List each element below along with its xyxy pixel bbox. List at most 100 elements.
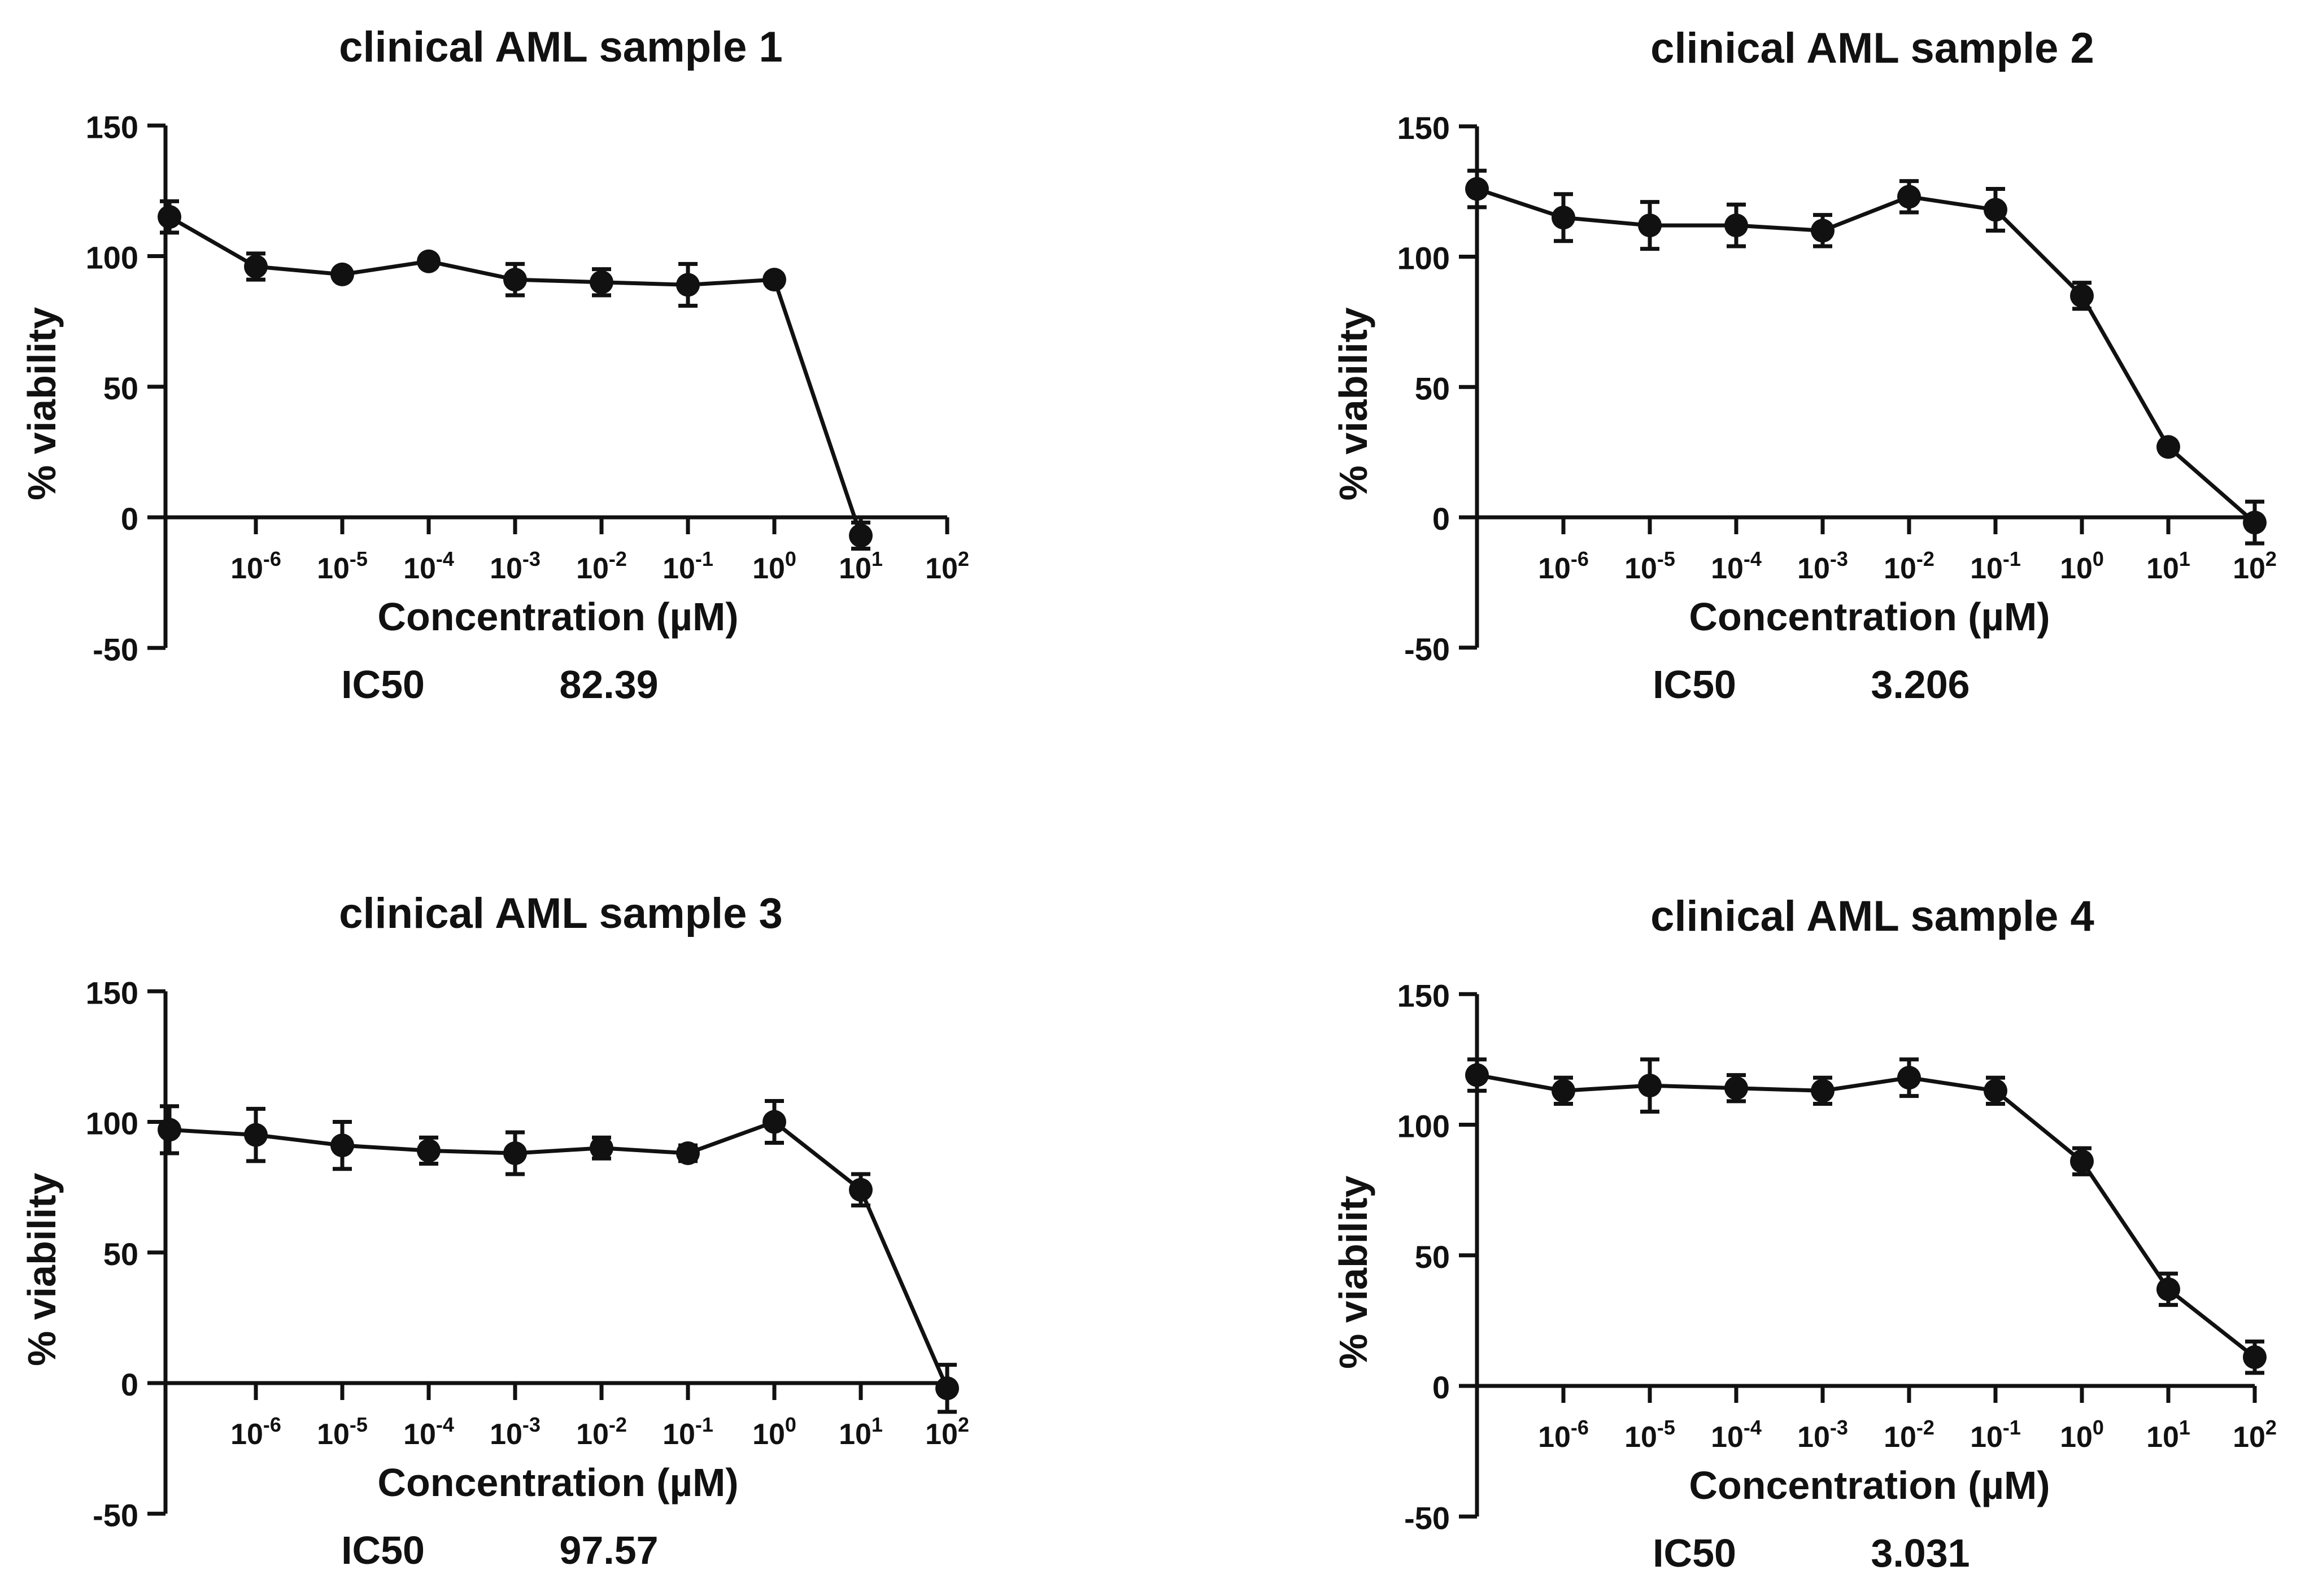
chart-title: clinical AML sample 2 — [1650, 24, 2094, 72]
data-point — [1984, 198, 2007, 222]
chart-title: clinical AML sample 4 — [1650, 892, 2094, 940]
ic50-label: IC50 — [1653, 1531, 1736, 1575]
data-point — [1552, 206, 1575, 230]
y-axis-label: % viability — [1331, 1176, 1375, 1369]
data-point — [158, 1118, 181, 1142]
data-point — [1897, 185, 1921, 209]
ic50-label: IC50 — [1653, 662, 1736, 707]
data-point — [1724, 1076, 1748, 1100]
y-tick-label: -50 — [93, 1497, 138, 1533]
x-tick-label: 10-4 — [1711, 1416, 1762, 1454]
x-tick-label: 100 — [2060, 1416, 2104, 1454]
ic50-label: IC50 — [341, 1528, 425, 1572]
x-tick-label: 100 — [752, 547, 796, 585]
data-point — [1811, 219, 1835, 243]
data-point — [935, 1376, 959, 1401]
x-axis-label: Concentration (µM) — [377, 595, 738, 639]
data-point — [330, 1133, 354, 1158]
ic50-value: 97.57 — [559, 1528, 658, 1572]
data-point — [2070, 1149, 2094, 1174]
chart-panel-1: clinical AML sample 1 150 100 50 0 -50 % viabi… — [20, 23, 969, 707]
ic50-value: 3.031 — [1871, 1531, 1970, 1575]
y-tick-label: 150 — [86, 975, 138, 1010]
data-point — [1465, 1063, 1489, 1087]
x-axis-label: Concentration (µM) — [1689, 1463, 2050, 1507]
y-tick-label: 0 — [1432, 1370, 1450, 1405]
x-tick-label: 10-6 — [230, 547, 281, 585]
chart-title: clinical AML sample 3 — [339, 889, 783, 937]
y-tick-label: 100 — [1397, 241, 1450, 276]
data-point — [417, 1139, 441, 1163]
x-axis-label: Concentration (µM) — [1689, 595, 2050, 639]
data-point — [417, 249, 441, 273]
x-tick-label: 10-2 — [576, 1413, 627, 1451]
y-tick-label: 0 — [121, 1367, 138, 1402]
data-point — [676, 1141, 700, 1165]
data-point — [1552, 1079, 1575, 1103]
y-tick-label: 50 — [1415, 1239, 1450, 1275]
x-tick-label: 10-1 — [663, 547, 713, 585]
x-tick-label: 102 — [925, 1413, 969, 1451]
chart-panel-3: clinical AML sample 3 150 100 50 0 -50 % viabi… — [20, 889, 969, 1572]
x-tick-label: 10-4 — [403, 547, 454, 585]
data-point — [676, 273, 700, 297]
y-tick-label: -50 — [93, 631, 138, 667]
x-tick-label: 102 — [2233, 1416, 2277, 1454]
data-point — [1465, 177, 1489, 201]
series-line — [1476, 187, 2256, 524]
chart-panel-4: clinical AML sample 4 150 100 50 0 -50 % viabi… — [1331, 892, 2277, 1575]
y-tick-label: -50 — [1404, 1500, 1450, 1536]
data-point — [1638, 1074, 1662, 1098]
data-point — [2243, 511, 2267, 535]
x-tick-label: 10-6 — [1538, 1416, 1589, 1454]
x-tick-label: 10-5 — [1624, 547, 1675, 585]
x-tick-label: 102 — [925, 547, 969, 585]
data-point — [1724, 213, 1748, 238]
data-point — [244, 1123, 268, 1147]
x-tick-label: 10-3 — [1797, 1416, 1848, 1454]
chart-panel-2: clinical AML sample 2 150 100 50 0 -50 % viabi… — [1331, 24, 2277, 707]
x-tick-label: 10-4 — [1711, 547, 1762, 585]
y-tick-label: 0 — [121, 501, 138, 537]
data-point — [244, 255, 268, 278]
x-tick-label: 10-2 — [1884, 547, 1934, 585]
y-tick-label: 100 — [1397, 1109, 1450, 1144]
x-tick-label: 100 — [2060, 547, 2104, 585]
y-axis-label: % viability — [20, 307, 64, 500]
data-point — [330, 262, 354, 286]
y-axis-label: % viability — [1331, 307, 1375, 500]
x-tick-label: 101 — [839, 1413, 883, 1451]
data-point — [849, 1178, 873, 1202]
x-tick-label: 10-6 — [1538, 547, 1589, 585]
data-point — [849, 524, 873, 548]
data-point — [2070, 284, 2094, 308]
data-point — [2156, 1277, 2180, 1301]
x-tick-label: 10-5 — [317, 547, 368, 585]
y-tick-label: 0 — [1432, 501, 1450, 537]
y-tick-label: 100 — [86, 240, 138, 276]
y-axis-label: % viability — [20, 1173, 64, 1366]
x-tick-label: 10-1 — [663, 1413, 713, 1451]
data-point — [1811, 1079, 1835, 1103]
x-tick-label: 10-3 — [490, 547, 541, 585]
x-tick-label: 10-4 — [403, 1413, 454, 1451]
x-tick-label: 10-2 — [576, 547, 627, 585]
x-tick-label: 10-5 — [1624, 1416, 1675, 1454]
data-point — [158, 205, 181, 229]
ic50-value: 3.206 — [1871, 662, 1970, 707]
x-tick-label: 102 — [2233, 547, 2277, 585]
x-tick-label: 100 — [752, 1413, 796, 1451]
x-tick-label: 10-5 — [317, 1413, 368, 1451]
data-point — [2156, 435, 2180, 459]
x-tick-label: 10-3 — [1797, 547, 1848, 585]
x-tick-label: 101 — [2146, 1416, 2190, 1454]
x-axis-label: Concentration (µM) — [377, 1460, 738, 1505]
data-point — [590, 1136, 613, 1160]
x-tick-label: 101 — [839, 547, 883, 585]
y-tick-label: 150 — [1397, 978, 1450, 1013]
data-point — [503, 268, 527, 292]
data-point — [1897, 1066, 1921, 1090]
ic50-label: IC50 — [341, 662, 425, 707]
ic50-value: 82.39 — [559, 662, 658, 707]
